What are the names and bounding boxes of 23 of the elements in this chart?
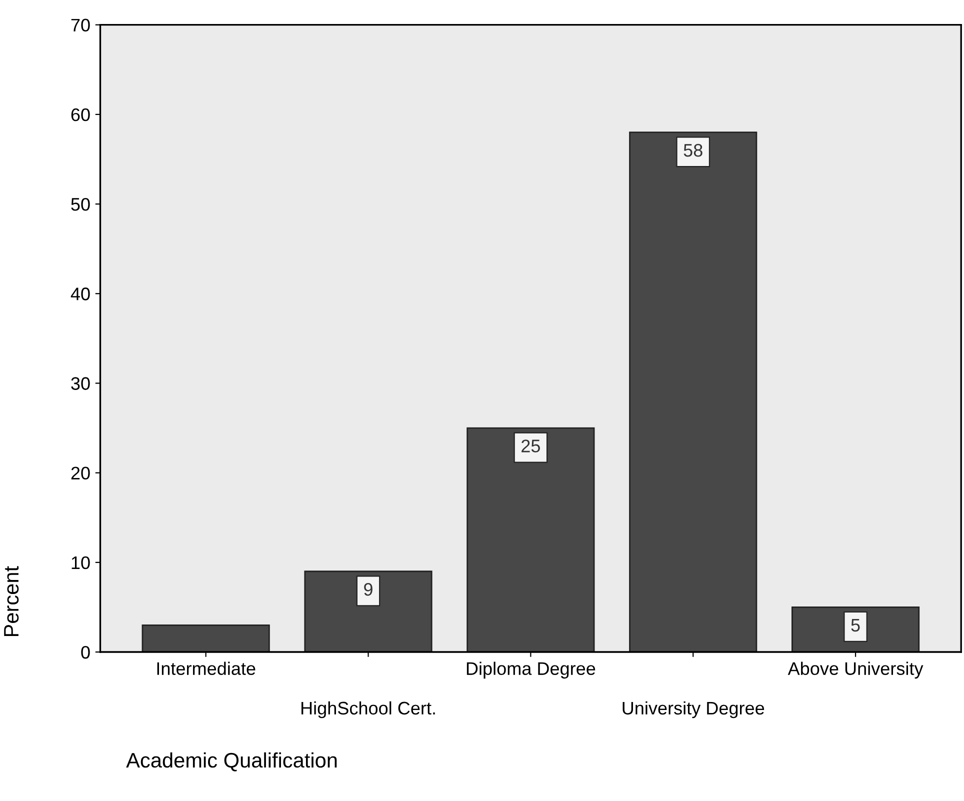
bar xyxy=(142,624,270,652)
y-tick-label: 40 xyxy=(70,288,90,300)
data-label: 58 xyxy=(684,144,702,157)
bar xyxy=(304,570,432,652)
y-tick-label: 0 xyxy=(81,646,90,659)
y-tick-label: 20 xyxy=(71,466,90,480)
x-tick-label: Intermediate xyxy=(157,662,256,675)
y-tick-label: 60 xyxy=(71,108,90,122)
y-axis-title: Percent xyxy=(4,566,19,636)
bar xyxy=(466,427,595,652)
x-axis-title: Academic Qualification xyxy=(126,752,337,772)
y-tick-label: 30 xyxy=(71,377,90,390)
data-label: 5 xyxy=(851,618,860,632)
x-tick-label: HighSchool Cert. xyxy=(302,701,435,718)
bar xyxy=(629,132,758,652)
y-tick-label: 50 xyxy=(71,198,90,211)
x-tick-label: Above University xyxy=(788,662,924,679)
x-tick-label: University Degree xyxy=(622,701,764,718)
data-label: 25 xyxy=(522,440,540,452)
y-tick-label: 10 xyxy=(72,556,90,570)
x-tick-label: Diploma Degree xyxy=(466,662,596,679)
y-tick-label: 70 xyxy=(71,18,90,32)
data-label: 9 xyxy=(364,582,372,596)
